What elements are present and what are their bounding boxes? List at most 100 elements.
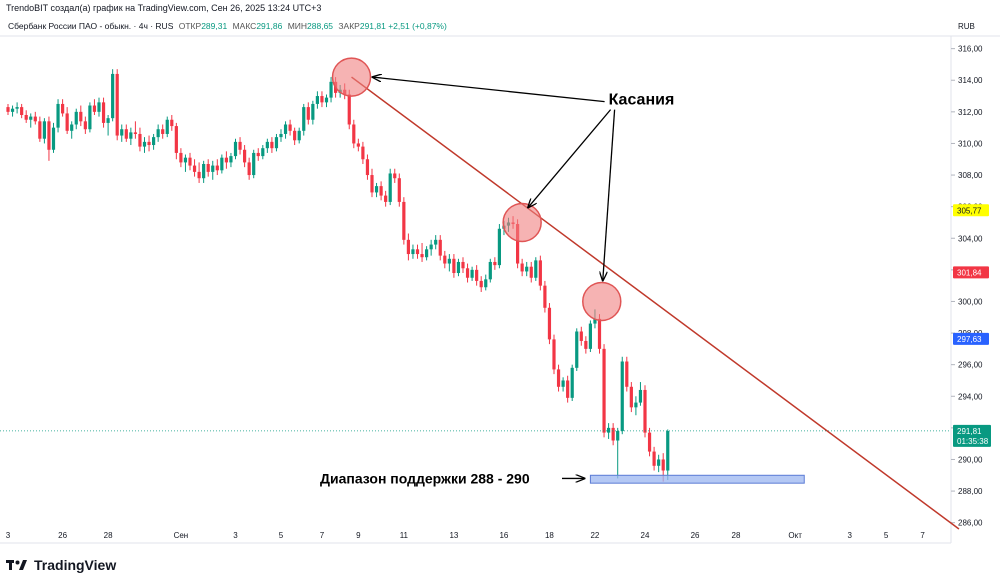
candle-body: [425, 249, 429, 258]
candle: [302, 103, 306, 136]
x-tick-label: 18: [545, 531, 554, 540]
candle-body: [288, 124, 292, 131]
candle: [211, 160, 215, 180]
touch-circle: [331, 57, 372, 97]
x-tick-label: 3: [848, 531, 853, 540]
candle-body: [315, 96, 319, 104]
candle: [42, 118, 46, 144]
x-tick-label: 22: [590, 531, 599, 540]
brand-footer[interactable]: TradingView: [6, 555, 116, 575]
candle: [402, 197, 406, 245]
candle-body: [6, 107, 10, 112]
candle-body: [183, 157, 188, 163]
candle-body: [370, 175, 374, 193]
candle: [652, 446, 656, 471]
candle: [525, 261, 529, 277]
candle: [420, 242, 424, 262]
candle: [616, 427, 620, 479]
candle: [384, 190, 388, 207]
candle: [324, 94, 329, 108]
candle-body: [470, 269, 474, 278]
candle-body: [643, 389, 647, 433]
candle-body: [174, 126, 178, 153]
candle: [220, 154, 224, 174]
x-tick-label: 7: [920, 531, 925, 540]
y-tick-label: 296,00: [958, 361, 983, 370]
candle: [283, 121, 288, 139]
y-tick-label: 310,00: [958, 139, 983, 148]
candle: [101, 97, 106, 128]
candle-body: [97, 102, 101, 112]
candle: [138, 127, 142, 152]
candle-body: [274, 137, 279, 149]
drawings: Касания Диапазон поддержки 288 - 290: [0, 57, 960, 530]
candle: [666, 429, 670, 481]
candles: [6, 69, 670, 482]
candle-body: [652, 451, 656, 466]
x-tick-label: 28: [732, 531, 741, 540]
candle: [33, 111, 37, 125]
candle-body: [388, 173, 392, 202]
candle-body: [33, 116, 37, 122]
chart-axes: 316,00314,00312,00310,00308,00306,00304,…: [0, 35, 1000, 544]
candle-body: [620, 361, 624, 432]
candle: [329, 77, 333, 103]
candle: [452, 254, 456, 278]
candle-body: [411, 249, 415, 255]
x-tick-label: 3: [6, 531, 11, 540]
candle: [70, 121, 74, 139]
candle: [370, 168, 374, 198]
candle: [56, 99, 60, 133]
candle: [152, 133, 156, 150]
candle-body: [516, 224, 520, 264]
close-label: ЗАКР: [338, 21, 360, 31]
candle-body: [584, 340, 588, 349]
candle: [115, 69, 119, 141]
candle: [252, 149, 256, 179]
candle: [393, 168, 397, 183]
candle-body: [279, 133, 283, 138]
candle: [106, 115, 110, 136]
candle: [170, 115, 174, 131]
y-tick-label: 286,00: [958, 519, 983, 528]
candle: [92, 99, 97, 116]
candle: [6, 103, 10, 116]
currency-label[interactable]: RUB: [958, 22, 975, 31]
candle: [465, 263, 470, 283]
candle-body: [465, 268, 470, 278]
price-badge: 297,63: [953, 332, 989, 345]
candle: [274, 133, 279, 152]
candle-body: [70, 124, 74, 131]
candle: [493, 257, 497, 270]
candle: [20, 103, 24, 119]
trendline: [351, 76, 960, 530]
candle: [161, 124, 165, 139]
candle-body: [552, 339, 556, 370]
candle: [129, 127, 133, 146]
price-badge-label: 301,84: [957, 268, 982, 277]
candle: [561, 377, 565, 392]
low-value: 288,65: [307, 21, 334, 31]
current-price-label: 291,81: [957, 427, 982, 436]
candle-body: [261, 148, 265, 157]
symbol-name[interactable]: Сбербанк России ПАО - обыкн. · 4ч · RUS: [8, 21, 174, 31]
candle-body: [534, 260, 538, 278]
candle-body: [215, 165, 219, 171]
candle-body: [488, 261, 492, 280]
y-tick-label: 294,00: [958, 392, 983, 401]
candle-body: [497, 228, 501, 266]
touch-arrow: [603, 109, 616, 281]
x-tick-label: 11: [400, 531, 409, 540]
candle-body: [211, 165, 215, 172]
candle: [311, 100, 315, 125]
candle: [65, 107, 69, 134]
candle-body: [320, 96, 324, 103]
y-tick-label: 290,00: [958, 455, 983, 464]
candle: [270, 137, 274, 153]
candle: [24, 110, 28, 123]
candle: [315, 91, 319, 109]
open-value: 289,31: [201, 21, 228, 31]
low-label: МИН: [287, 21, 308, 31]
